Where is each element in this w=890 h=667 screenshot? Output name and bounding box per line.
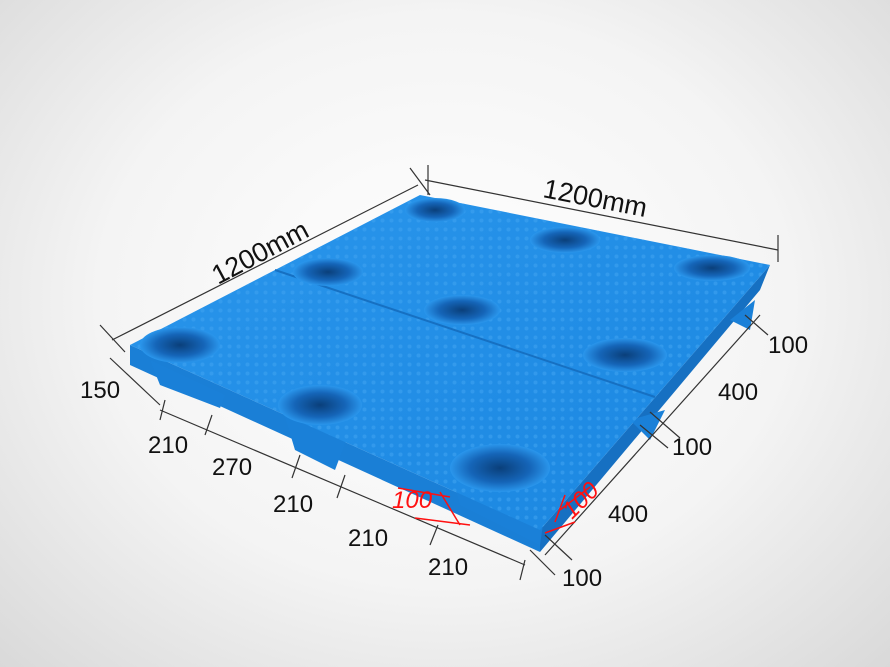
front-dim-3: 210 — [273, 491, 313, 518]
right-dim-1: 100 — [768, 332, 808, 359]
right-dim-2: 400 — [718, 379, 758, 406]
chamfer-left-label: 100 — [392, 487, 433, 514]
length-right-label: 1200mm — [541, 173, 650, 222]
dimension-lines — [99, 165, 779, 581]
pallet-leg-holes — [140, 198, 750, 492]
front-dim-2: 270 — [212, 454, 252, 481]
right-dim-3: 100 — [672, 434, 712, 461]
right-dim-5: 100 — [562, 565, 602, 592]
red-chamfer-markers — [397, 486, 591, 534]
front-dim-5: 210 — [428, 554, 468, 581]
front-dim-1: 210 — [148, 432, 188, 459]
pallet-side — [130, 265, 770, 552]
height-label: 150 — [80, 377, 120, 404]
front-dim-4: 210 — [348, 525, 388, 552]
right-dim-4: 400 — [608, 501, 648, 528]
